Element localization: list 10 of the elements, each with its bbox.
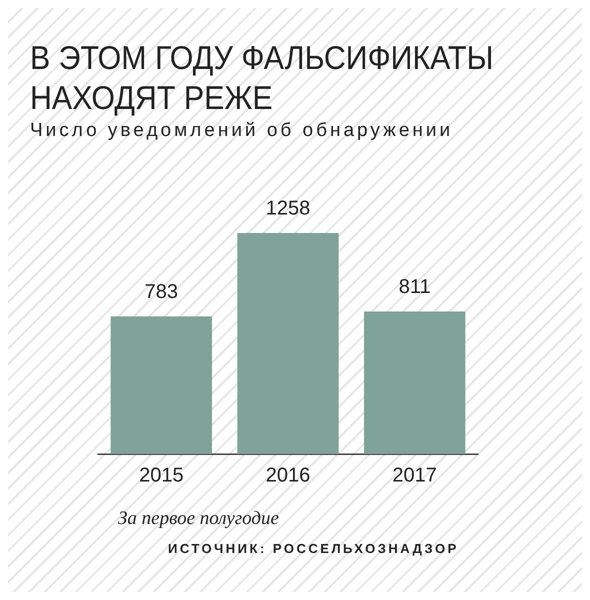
- chart-title: В ЭТОМ ГОДУ ФАЛЬСИФИКАТЫ НАХОДЯТ РЕЖЕ: [30, 38, 494, 118]
- data-label: 783: [144, 280, 178, 303]
- chart-subtitle: Число уведомлений об обнаружении: [30, 120, 454, 142]
- x-tick-label: 2017: [392, 464, 437, 487]
- data-label: 1258: [266, 197, 310, 220]
- x-tick-label: 2015: [139, 464, 184, 487]
- text: За первое полугодие: [118, 508, 279, 530]
- data-label: 811: [398, 276, 431, 298]
- text: ИСТОЧНИК: РОССЕЛЬХОЗНАДЗОР: [168, 541, 459, 556]
- x-tick-label: 2016: [266, 464, 310, 487]
